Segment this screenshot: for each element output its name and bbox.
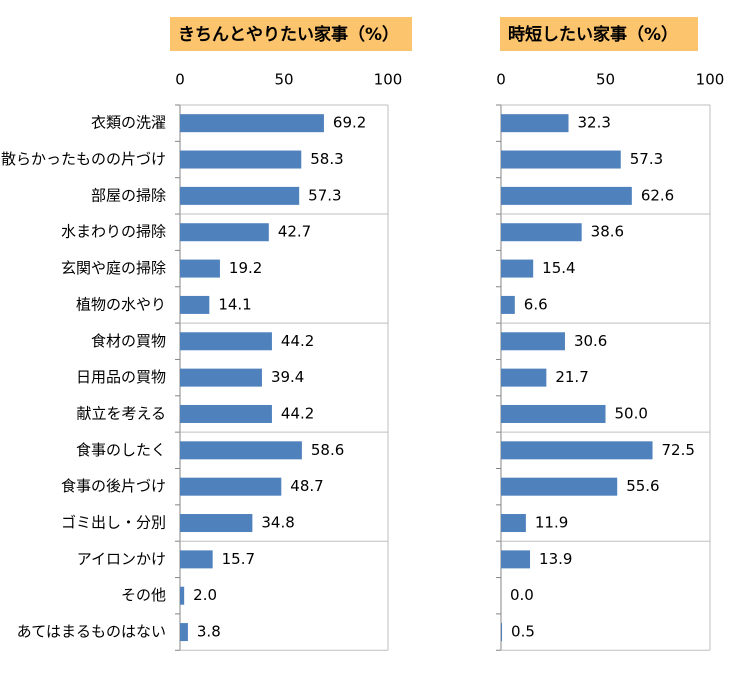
value-label: 19.2 [229,259,262,277]
x-tick-label: 50 [596,71,615,89]
bar [501,295,515,314]
chart-title: 時短したい家事（%） [508,24,678,45]
value-label: 21.7 [555,368,588,386]
category-label: 部屋の掃除 [91,186,166,204]
value-label: 15.4 [542,259,575,277]
bar [180,114,324,133]
x-tick-label: 50 [274,71,293,89]
bar [180,368,262,387]
category-label: 食材の買物 [91,332,166,350]
value-label: 13.9 [539,550,572,568]
category-label: アイロンかけ [77,550,166,568]
bar [501,332,565,351]
value-label: 0.5 [511,623,535,641]
value-label: 57.3 [308,186,341,204]
bar [501,550,531,569]
bar [501,186,632,205]
value-label: 44.2 [281,332,314,350]
category-label: その他 [121,586,166,604]
value-label: 14.1 [218,295,251,313]
value-label: 3.8 [197,623,221,641]
value-label: 39.4 [271,368,304,386]
bar [501,259,534,278]
value-label: 38.6 [591,223,624,241]
value-label: 0.0 [510,586,534,604]
bar [501,404,606,423]
bar [180,295,210,314]
value-label: 62.6 [641,186,674,204]
bar [501,477,618,496]
x-tick-label: 0 [496,71,506,89]
category-label: 献立を考える [76,404,166,422]
category-label: 玄関や庭の掃除 [61,259,166,277]
value-label: 32.3 [578,114,611,132]
bar [180,477,282,496]
x-tick-label: 100 [696,71,725,89]
category-label: 水まわりの掃除 [61,223,166,241]
value-label: 50.0 [615,404,648,422]
value-label: 2.0 [193,586,217,604]
bar [501,368,547,387]
value-label: 58.6 [311,441,344,459]
value-label: 34.8 [261,514,294,532]
value-label: 30.6 [574,332,607,350]
bar [180,259,220,278]
category-label: 散らかったものの片づけ [1,150,166,168]
bar [501,114,569,133]
category-label: 植物の水やり [76,295,166,313]
value-label: 72.5 [662,441,695,459]
bar [501,223,582,242]
value-label: 11.9 [535,514,568,532]
value-label: 15.7 [222,550,255,568]
bar [180,623,188,642]
bar [501,623,503,642]
value-label: 48.7 [290,477,323,495]
chart-title: きちんとやりたい家事（%） [178,24,399,45]
category-label: 日用品の買物 [76,368,166,386]
bar [180,332,272,351]
bar [180,514,253,533]
value-label: 6.6 [524,295,548,313]
bar [180,404,272,423]
title-box [170,17,412,51]
bar [180,586,185,605]
title-box [500,17,698,51]
category-label: あてはまるものはない [17,623,166,641]
bar [180,150,302,169]
value-label: 42.7 [278,223,311,241]
category-label: 食事の後片づけ [61,477,166,495]
value-label: 57.3 [630,150,663,168]
bar [180,550,213,569]
value-label: 44.2 [281,404,314,422]
category-label: ゴミ出し・分別 [61,514,166,532]
value-label: 55.6 [626,477,659,495]
bar [180,223,269,242]
category-label: 衣類の洗濯 [91,114,166,132]
bar [180,441,302,460]
bar [180,186,300,205]
category-label: 食事のしたく [76,441,166,459]
x-tick-label: 0 [175,71,185,89]
bar [501,441,653,460]
bar [501,514,526,533]
bar [501,150,621,169]
x-tick-label: 100 [374,71,403,89]
value-label: 69.2 [333,114,366,132]
value-label: 58.3 [310,150,343,168]
